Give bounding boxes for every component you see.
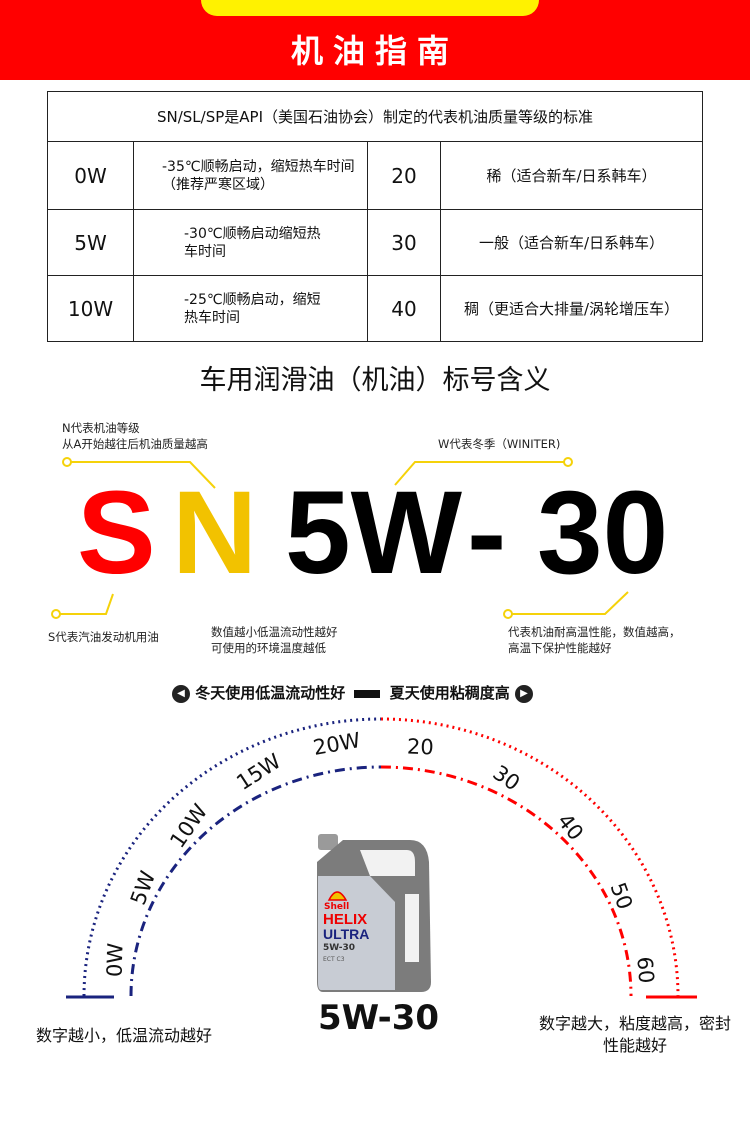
winter-grade-big: 5W bbox=[285, 467, 462, 599]
legend-row: ◀ 冬天使用低温流动性好 夏天使用粘稠度高 ▶ bbox=[172, 682, 533, 703]
note-text: N代表机油等级 bbox=[62, 421, 140, 435]
table-row: 5W -30℃顺畅启动缩短热车时间 30 一般（适合新车/日系韩车） bbox=[47, 209, 703, 276]
note-w: W代表冬季（WINITER) bbox=[438, 437, 561, 451]
legend-winter: 冬天使用低温流动性好 bbox=[195, 684, 346, 702]
note-hot: 代表机油耐高温性能，数值越高， 高温下保护性能越好 bbox=[508, 624, 681, 656]
caption-text: 数字越大，粘度越高，密封 bbox=[538, 1014, 731, 1033]
winter-grade: 10W bbox=[47, 275, 134, 342]
table-row: 0W -35℃顺畅启动，缩短热车时间（推荐严寒区域） 20 稀（适合新车/日系韩… bbox=[47, 141, 703, 210]
letter-s: S bbox=[77, 467, 156, 599]
hot-grade-big: 30 bbox=[537, 467, 669, 599]
callout-lines bbox=[51, 457, 629, 619]
hot-desc: 一般（适合新车/日系韩车） bbox=[440, 209, 703, 276]
grade-table: SN/SL/SP是API（美国石油协会）制定的代表机油质量等级的标准 0W -3… bbox=[47, 91, 703, 342]
winter-grade: 0W bbox=[47, 141, 134, 210]
viscosity-arc bbox=[66, 717, 697, 999]
product-line1: HELIX bbox=[323, 911, 368, 928]
arc-label: 0W bbox=[102, 942, 128, 978]
hot-grade: 30 bbox=[367, 209, 441, 276]
page-title: 机油指南 bbox=[290, 32, 459, 70]
product-grade-label: 5W-30 bbox=[318, 998, 440, 1038]
legend-summer: 夏天使用粘稠度高 bbox=[389, 684, 510, 702]
note-n: N代表机油等级 从A开始越往后机油质量越高 bbox=[62, 420, 208, 452]
note-text: 可使用的环境温度越低 bbox=[211, 641, 326, 655]
hot-desc: 稀（适合新车/日系韩车） bbox=[440, 141, 703, 210]
note-text: 高温下保护性能越好 bbox=[508, 641, 612, 655]
dash-big: - bbox=[467, 467, 507, 599]
caption-text: 性能越好 bbox=[602, 1036, 667, 1055]
winter-desc: -30℃顺畅启动缩短热车时间 bbox=[133, 209, 368, 276]
right-arrow-icon: ▶ bbox=[514, 684, 533, 703]
inner-hot-arc bbox=[380, 765, 633, 997]
inner-winter-arc bbox=[129, 765, 382, 997]
legend-separator bbox=[354, 689, 381, 698]
header-tab-decoration bbox=[201, 0, 539, 16]
note-s: S代表汽油发动机用油 bbox=[48, 630, 159, 644]
letter-n: N bbox=[172, 467, 258, 599]
section-title: 车用润滑油（机油）标号含义 bbox=[199, 365, 551, 396]
product-image: Shell HELIX ULTRA 5W-30 ECT C3 bbox=[315, 832, 437, 1000]
winter-grade: 5W bbox=[47, 209, 134, 276]
product-line2: ULTRA bbox=[323, 926, 370, 942]
note-number: 数值越小低温流动性越好 可使用的环境温度越低 bbox=[211, 624, 338, 656]
winter-desc: -35℃顺畅启动，缩短热车时间（推荐严寒区域） bbox=[133, 141, 368, 210]
right-caption: 数字越大，粘度越高，密封 性能越好 bbox=[520, 1013, 750, 1057]
hot-grade: 40 bbox=[367, 275, 441, 342]
hot-grade: 20 bbox=[367, 141, 441, 210]
winter-desc: -25℃顺畅启动，缩短热车时间 bbox=[133, 275, 368, 342]
note-text: 从A开始越往后机油质量越高 bbox=[62, 437, 208, 451]
product-spec: ECT C3 bbox=[323, 956, 345, 963]
arc-label: 60 bbox=[632, 955, 659, 985]
product-grade: 5W-30 bbox=[323, 943, 356, 953]
note-text: 代表机油耐高温性能，数值越高， bbox=[508, 625, 681, 639]
note-text: 数值越小低温流动性越好 bbox=[211, 625, 338, 639]
left-caption: 数字越小，低温流动越好 bbox=[36, 1026, 213, 1045]
arc-label: 20 bbox=[406, 734, 435, 760]
table-row: 10W -25℃顺畅启动，缩短热车时间 40 稠（更适合大排量/涡轮增压车） bbox=[47, 275, 703, 342]
hot-desc: 稠（更适合大排量/涡轮增压车） bbox=[440, 275, 703, 342]
product-brand: Shell bbox=[324, 902, 350, 912]
table-caption: SN/SL/SP是API（美国石油协会）制定的代表机油质量等级的标准 bbox=[47, 91, 703, 142]
left-arrow-icon: ◀ bbox=[172, 684, 190, 703]
